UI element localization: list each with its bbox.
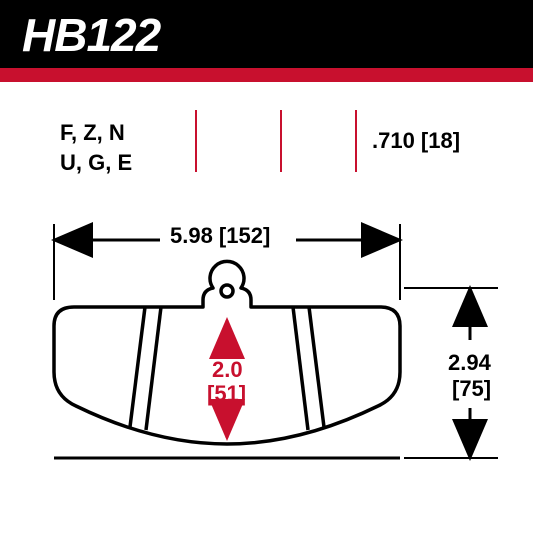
brake-pad-diagram [0, 0, 533, 533]
height-dimension-line [404, 288, 498, 458]
